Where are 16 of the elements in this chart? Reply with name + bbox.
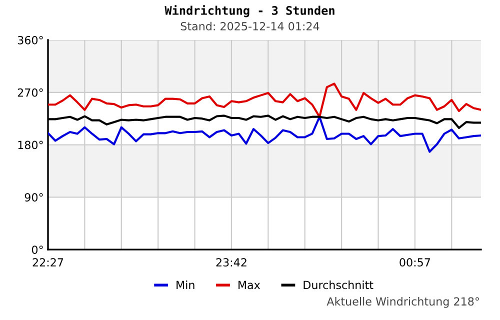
y-tick-label: 90° [24, 193, 43, 202]
x-tick-label: 00:57 [400, 258, 430, 267]
y-tick-label: 360° [18, 36, 43, 44]
legend-label: Max [238, 280, 260, 290]
y-tick-label: 270° [18, 88, 43, 97]
y-tick-label: 180° [18, 140, 43, 150]
chart-title: Windrichtung - 3 Stunden [164, 5, 334, 18]
y-tick-label: 0° [32, 246, 43, 254]
legend-label: Min [176, 280, 194, 290]
x-tick-label: 23:42 [216, 258, 246, 267]
line-series [48, 116, 481, 153]
text: Aktuelle Windrichtung 218° [326, 297, 479, 308]
line-series [48, 82, 481, 118]
chart-subtitle: Stand: 2025-12-14 01:24 [180, 22, 320, 30]
x-tick-label: 22:27 [32, 258, 64, 266]
legend-label: Durchschnitt [304, 280, 374, 290]
